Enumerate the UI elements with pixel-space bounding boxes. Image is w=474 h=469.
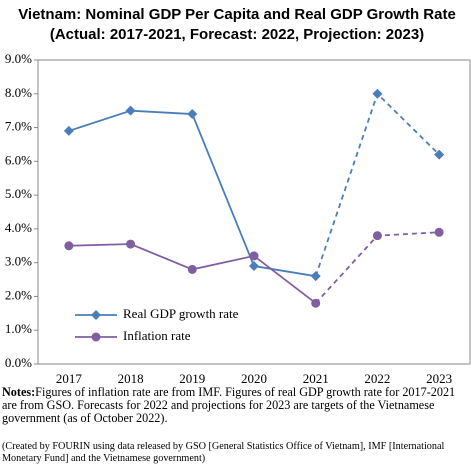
y-tick-label: 4.0% [5,220,32,235]
chart-title: Vietnam: Nominal GDP Per Capita and Real… [18,6,456,23]
y-tick-label: 8.0% [5,85,32,100]
notes-label: Notes: [2,385,36,399]
x-tick-label: 2020 [241,371,267,385]
x-tick-label: 2022 [364,371,390,385]
chart: Vietnam: Nominal GDP Per Capita and Real… [5,6,471,386]
legend-label: Inflation rate [123,328,191,343]
circle-marker [187,264,197,274]
legend-marker [91,310,101,320]
y-tick-label: 9.0% [5,51,32,66]
series-line-dashed [315,231,440,304]
source: (Created by FOURIN using data released b… [2,441,445,464]
legend-marker [91,332,101,342]
chart-subtitle: (Actual: 2017-2021, Forecast: 2022, Proj… [50,26,424,43]
circle-marker [372,231,382,241]
y-tick-label: 2.0% [5,287,32,302]
y-tick-label: 1.0% [5,321,32,336]
series-line [68,109,316,278]
diamond-marker [434,149,445,160]
x-tick-label: 2018 [118,371,144,385]
diamond-marker [63,125,74,136]
x-tick-label: 2017 [56,371,83,385]
diamond-marker [310,271,321,282]
circle-marker [126,239,136,249]
diamond-marker [249,261,259,272]
y-tick-label: 5.0% [5,186,32,201]
y-tick-label: 3.0% [5,254,32,269]
series-line-dashed [314,92,440,277]
legend-label: Real GDP growth rate [123,306,239,321]
x-tick-label: 2023 [426,371,452,385]
plot-frame [37,59,471,365]
circle-marker [311,298,321,308]
y-tick-label: 0.0% [5,355,32,370]
diamond-marker [125,105,136,116]
y-tick-label: 6.0% [5,152,32,167]
diamond-marker [372,88,383,99]
notes: Notes:Figures of inflation rate are from… [2,386,472,425]
circle-marker [249,251,259,261]
x-tick-label: 2019 [179,371,205,385]
diamond-marker [187,109,198,120]
y-tick-label: 7.0% [5,119,32,134]
circle-marker [64,241,74,251]
notes-text: Figures of inflation rate are from IMF. … [2,385,456,425]
x-tick-label: 2021 [303,371,329,385]
circle-marker [434,227,444,237]
